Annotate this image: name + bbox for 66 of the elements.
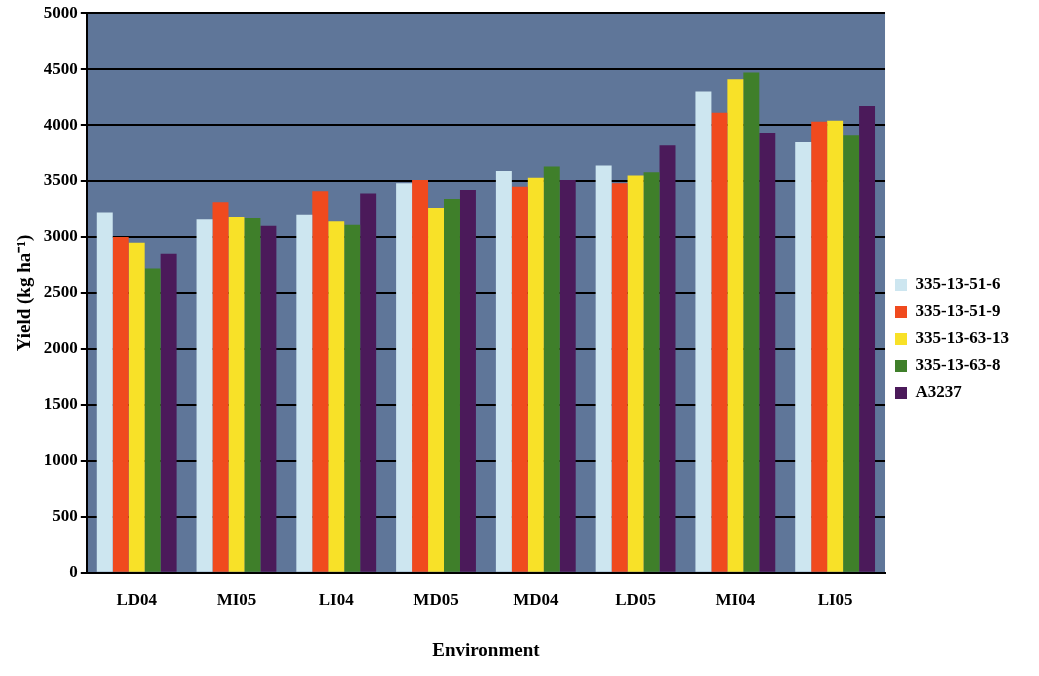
bar [244, 218, 261, 572]
bar [96, 212, 113, 572]
x-axis-title: Environment [432, 638, 541, 660]
bar [296, 214, 313, 572]
y-tick-label: 1000 [43, 450, 78, 470]
x-tick-label: MD04 [513, 590, 559, 610]
bar [328, 221, 345, 572]
y-tick-label: 2000 [43, 338, 78, 358]
bar [428, 207, 444, 572]
y-tick-label: 4000 [43, 114, 78, 134]
bar [344, 224, 361, 572]
bar [360, 193, 377, 572]
y-tick-label: 3000 [43, 226, 78, 246]
x-tick-label: LD04 [116, 590, 158, 610]
bar [759, 132, 776, 572]
y-axis-title: Yield (kg ha⁻¹) [13, 234, 36, 352]
y-tick-label: 3500 [43, 170, 78, 190]
bar [112, 237, 129, 572]
x-tick-label: MI04 [715, 590, 756, 610]
bar [811, 121, 828, 572]
y-tick-label: 500 [52, 506, 78, 526]
bar [527, 177, 544, 572]
bar [743, 72, 760, 572]
bar [495, 171, 512, 572]
bar [859, 106, 876, 572]
bar [228, 216, 245, 572]
legend-label: 335-13-63-13 [915, 328, 1009, 348]
bar [444, 198, 460, 572]
bar [595, 165, 612, 572]
bar [827, 120, 844, 572]
bar [711, 112, 728, 572]
bar [843, 135, 860, 572]
bar [160, 253, 177, 572]
bar [795, 141, 812, 572]
y-tick-label: 0 [69, 562, 78, 582]
bar [659, 145, 676, 572]
bar [196, 219, 213, 572]
y-tick-label: 5000 [43, 2, 78, 22]
bar [396, 183, 413, 572]
bar [212, 202, 229, 572]
legend-label: 335-13-63-8 [915, 355, 1001, 375]
bar [643, 172, 660, 572]
bar [627, 175, 644, 572]
bar [611, 183, 628, 572]
legend-label: 335-13-51-9 [915, 301, 1001, 321]
y-tick-label: 2500 [43, 282, 78, 302]
bar [412, 179, 429, 572]
bar [128, 242, 145, 572]
bar [695, 91, 712, 572]
bar [511, 186, 528, 572]
bar [459, 190, 476, 572]
x-tick-label: LI05 [817, 590, 853, 610]
bar [144, 268, 161, 572]
bar [260, 225, 277, 572]
x-tick-label: MI05 [216, 590, 257, 610]
y-tick-label: 4500 [43, 58, 78, 78]
x-tick-label: MD05 [413, 590, 459, 610]
legend-label: 335-13-51-6 [915, 274, 1001, 294]
x-tick-label: LI04 [318, 590, 355, 610]
bar [727, 79, 744, 572]
bar [543, 166, 560, 572]
x-tick-label: LD05 [615, 590, 656, 610]
legend-label: A3237 [915, 382, 963, 402]
bar [312, 191, 329, 572]
bar [559, 179, 576, 572]
y-tick-label: 1500 [43, 394, 78, 414]
